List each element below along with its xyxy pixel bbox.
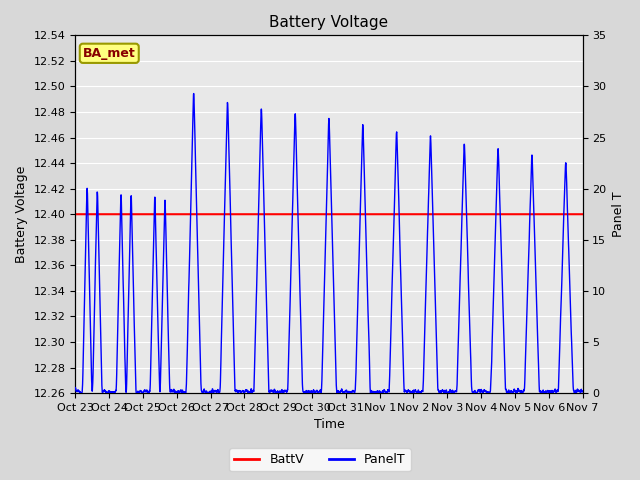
Title: Battery Voltage: Battery Voltage [269,15,388,30]
Text: BA_met: BA_met [83,47,136,60]
Y-axis label: Battery Voltage: Battery Voltage [15,166,28,263]
Legend: BattV, PanelT: BattV, PanelT [229,448,411,471]
X-axis label: Time: Time [314,419,344,432]
Y-axis label: Panel T: Panel T [612,192,625,237]
